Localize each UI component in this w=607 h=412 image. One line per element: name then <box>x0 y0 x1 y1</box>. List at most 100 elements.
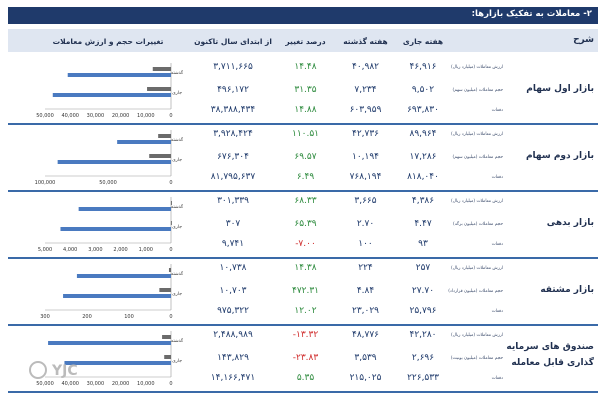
chart-bar-volume-previous <box>168 268 171 272</box>
chart-tick-label: 0 <box>169 247 172 253</box>
page-title: ۲- معاملات به تفکیک بازارها: <box>471 9 592 19</box>
chart-bar-volume-current <box>170 221 172 225</box>
chart-tick-label: 40,000 <box>61 113 78 119</box>
row-label: ارزش معاملات (میلیارد ریال) <box>451 266 503 271</box>
current-value: ۶۹۳,۸۳۰ <box>407 105 439 115</box>
chart-tick-label: 0 <box>169 113 172 119</box>
section-chart: 50,000 40,000 30,000 20,000 10,000 0 هفته گذشت… <box>36 63 183 119</box>
change-value: ۱۲.۰۲ <box>294 306 317 316</box>
current-value: ۴,۳۸۶ <box>411 196 435 206</box>
row-label: ارزش معاملات (میلیارد ریال) <box>451 65 503 70</box>
ytd-value: ۸۱,۷۹۵,۶۳۷ <box>210 172 256 182</box>
row-label: حجم معاملات (میلیون سهم) <box>452 155 503 160</box>
ytd-value: ۳,۷۱۱,۶۶۵ <box>213 62 253 72</box>
previous-value: ۴۰,۹۸۲ <box>351 62 380 72</box>
change-value: ۶۸.۳۳ <box>294 196 317 206</box>
table-header: شرح هفته جاری هفته گذشته درصد تغییر از ا… <box>8 29 598 52</box>
chart-bar-volume-current <box>147 87 171 91</box>
section-separator <box>8 190 598 192</box>
ytd-value: ۳۰۱,۳۳۹ <box>217 196 249 206</box>
chart-category-label: هفته جاری <box>172 225 183 230</box>
previous-value: ۲۱۵,۰۲۵ <box>349 373 382 383</box>
row-label: دفعات <box>491 108 503 113</box>
watermark-circle <box>29 361 47 379</box>
change-value: ۶۵.۳۹ <box>294 219 317 229</box>
chart-tick-label: 50,000 <box>36 381 54 387</box>
section-separator <box>8 257 598 259</box>
chart-category-label: هفته جاری <box>172 359 183 364</box>
change-value: ۳۱.۳۵ <box>294 85 317 95</box>
previous-value: ۴۲,۷۳۶ <box>351 129 380 139</box>
section-separator <box>8 324 598 326</box>
ytd-value: ۶۷۶,۳۰۴ <box>217 152 249 162</box>
chart-category-label: هفته گذشته <box>171 203 183 210</box>
previous-value: ۳,۵۳۹ <box>354 353 377 363</box>
chart-bar-value-current <box>60 227 171 231</box>
chart-bar-volume-previous <box>162 335 171 339</box>
ytd-value: ۳۰۷ <box>225 219 241 229</box>
chart-category-label: هفته گذشته <box>171 270 183 277</box>
chart-category-label: هفته جاری <box>172 292 183 297</box>
section-chart: 100,000 50,000 0 هفته گذشته هفته جاری <box>35 130 183 186</box>
chart-tick-label: 1,000 <box>139 247 153 253</box>
section-title: صندوق های سرمایه گذاری قابل معامله <box>506 342 594 368</box>
ytd-value: ۱۴۳,۸۲۹ <box>217 353 249 363</box>
chart-category-label: هفته گذشته <box>171 337 183 344</box>
current-value: ۸۹,۹۶۴ <box>409 129 437 139</box>
section-1: بازار دوم سهام ارزش معاملات (میلیارد ریال… <box>8 124 598 191</box>
current-value: ۴.۴۷ <box>414 219 432 229</box>
chart-bar-value-current <box>52 93 171 97</box>
current-value: ۲۵,۷۹۶ <box>409 306 437 316</box>
chart-tick-label: 0 <box>169 314 172 320</box>
header-chart: تغییرات حجم و ارزش معاملات <box>52 37 164 46</box>
header-previous: هفته گذشته <box>343 37 388 46</box>
row-label: ارزش معاملات (میلیارد ریال) <box>451 199 503 204</box>
ytd-value: ۲,۴۸۸,۹۸۹ <box>213 330 253 340</box>
row-label: دفعات <box>491 309 503 314</box>
chart-bar-volume-current <box>149 154 171 158</box>
row-label: حجم معاملات (میلیون یونیت) <box>450 356 503 361</box>
ytd-value: ۳۸,۳۸۸,۴۳۴ <box>210 105 256 115</box>
previous-value: ۲.۷۰ <box>356 219 375 229</box>
header-change: درصد تغییر <box>285 37 326 46</box>
row-label: حجم معاملات (میلیون قرارداد) <box>448 289 503 294</box>
current-value: ۹۳ <box>418 239 428 249</box>
chart-tick-label: 0 <box>169 180 172 186</box>
row-label: دفعات <box>491 242 503 247</box>
change-value: ۶۹.۵۷ <box>294 152 317 162</box>
previous-value: ۷۶۸,۱۹۴ <box>349 172 382 182</box>
ytd-value: ۹,۷۴۱ <box>221 239 245 249</box>
row-label: حجم معاملات (میلیون برگه) <box>453 222 503 227</box>
chart-category-label: هفته جاری <box>172 91 183 96</box>
current-value: ۲۷.۷۰ <box>411 286 435 296</box>
chart-tick-label: 300 <box>40 314 50 320</box>
section-title: بازار دوم سهام <box>525 151 594 161</box>
section-chart: 5,000 4,000 3,000 2,000 1,000 0 هفته گذشته هفته… <box>38 197 183 253</box>
current-value: ۴۲,۲۸۰ <box>409 330 437 340</box>
ytd-value: ۱۰,۷۰۳ <box>219 286 247 296</box>
chart-category-label: هفته گذشته <box>171 69 183 76</box>
change-value: ۱۴.۴۸ <box>294 62 317 72</box>
chart-bar-volume-previous <box>170 201 172 205</box>
chart-tick-label: 3,000 <box>88 247 102 253</box>
chart-category-label: هفته گذشته <box>171 136 183 143</box>
section-chart: 50,000 40,000 30,000 20,000 10,000 0 هفته گذشت… <box>36 331 183 387</box>
section-title: بازار اول سهام <box>526 84 594 94</box>
previous-value: ۱۰۰ <box>358 239 373 249</box>
section-chart: 300 200 100 0 هفته گذشته هفته جاری <box>40 264 183 320</box>
chart-tick-label: 200 <box>82 314 92 320</box>
title-bar: ۲- معاملات به تفکیک بازارها: <box>8 7 598 24</box>
header-current: هفته جاری <box>402 37 444 46</box>
chart-bar-value-previous <box>48 341 171 345</box>
current-value: ۲۲۶,۵۳۳ <box>407 373 439 383</box>
watermark-text: YJC <box>51 363 78 379</box>
current-value: ۲,۶۹۶ <box>411 353 435 363</box>
previous-value: ۶۰۳,۹۵۹ <box>349 105 382 115</box>
chart-tick-label: 100 <box>124 314 134 320</box>
chart-bar-value-previous <box>117 140 171 144</box>
change-value: ۴۷۲.۳۱ <box>291 286 320 296</box>
chart-tick-label: 50,000 <box>99 180 117 186</box>
previous-value: ۱۰,۱۹۴ <box>351 152 380 162</box>
chart-tick-label: 5,000 <box>38 247 52 253</box>
previous-value: ۲۳,۰۲۹ <box>351 306 380 316</box>
